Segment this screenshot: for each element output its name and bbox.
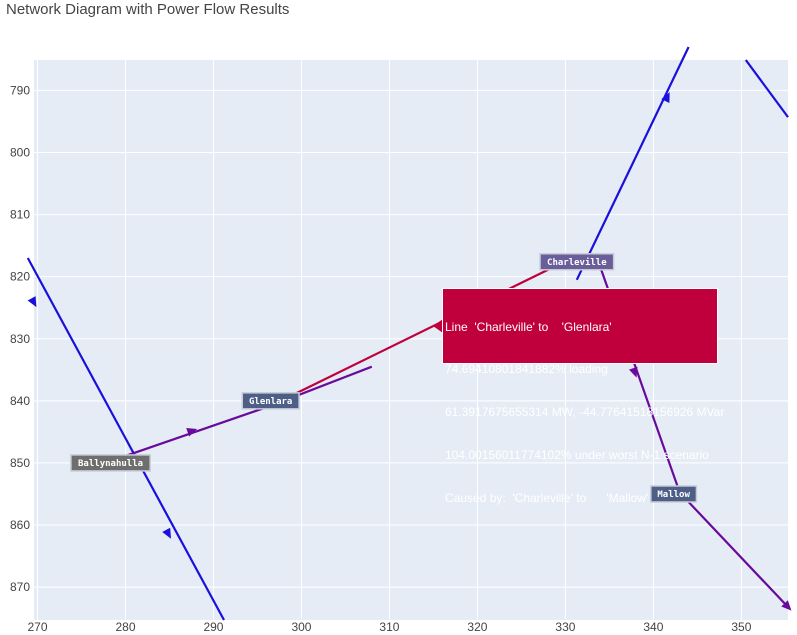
x-tick-label: 340 (643, 620, 663, 634)
x-axis: 270 280 290 300 310 320 330 340 350 (28, 620, 752, 634)
bus-nodes[interactable]: Ballynahulla Glenlara Charleville Mallow (70, 253, 698, 503)
y-tick-label: 820 (10, 270, 30, 284)
y-tick-label: 790 (10, 83, 30, 97)
flow-arrow-icon (162, 527, 171, 539)
x-tick-label: 300 (291, 620, 311, 634)
flow-arrow-icon (27, 296, 37, 308)
x-tick-label: 270 (28, 620, 48, 634)
flow-arrow-icon (781, 600, 792, 611)
node-box (539, 253, 615, 271)
y-tick-label: 850 (10, 456, 30, 470)
node-mallow[interactable]: Mallow (650, 485, 698, 503)
y-tick-label: 810 (10, 208, 30, 222)
x-tick-label: 320 (467, 620, 487, 634)
line-blue-top[interactable] (744, 59, 789, 118)
x-tick-label: 330 (555, 620, 575, 634)
y-tick-label: 830 (10, 332, 30, 346)
tooltip-line-n1: 104.00156011774102% under worst N-1 scen… (445, 448, 709, 463)
line-blue-left[interactable] (26, 257, 225, 621)
tooltip-line-loading: 74.69410801841882% loading (445, 362, 608, 377)
node-ballynahulla[interactable]: Ballynahulla (70, 454, 151, 472)
y-tick-label: 800 (10, 146, 30, 160)
node-label: Mallow (657, 490, 690, 500)
y-tick-label: 840 (10, 394, 30, 408)
node-label: Glenlara (249, 397, 292, 407)
flow-arrow-icon (661, 92, 670, 104)
x-tick-label: 290 (203, 620, 223, 634)
y-tick-label: 870 (10, 580, 30, 594)
tooltip-line-cause: Caused by: 'Charleville' to 'Mallow' (445, 491, 649, 506)
line-charleville-glenlara[interactable] (270, 254, 578, 407)
node-box (650, 485, 698, 503)
flow-arrow-icon (186, 427, 198, 437)
node-box (70, 454, 151, 472)
node-box (241, 392, 300, 410)
page-title: Network Diagram with Power Flow Results (6, 1, 290, 18)
x-tick-label: 310 (379, 620, 399, 634)
line-blue-right[interactable] (575, 46, 690, 281)
tooltip-arrow (433, 319, 443, 333)
node-label: Charleville (547, 257, 607, 268)
node-charleville[interactable]: Charleville (539, 253, 615, 271)
tooltip-line-flow: 61.3917675655314 MW, -44.77641518156926 … (445, 405, 725, 420)
y-axis: 790 800 810 820 830 840 850 860 870 (10, 83, 30, 594)
node-label: Ballynahulla (78, 459, 143, 469)
node-glenlara[interactable]: Glenlara (241, 392, 300, 410)
flow-arrow-icon (628, 366, 638, 378)
y-tick-label: 860 (10, 518, 30, 532)
tooltip-line-branch: Line 'Charleville' to 'Glenlara' (445, 319, 612, 334)
x-tick-label: 350 (731, 620, 751, 634)
x-tick-label: 280 (115, 620, 135, 634)
hover-tooltip: Line 'Charleville' to 'Glenlara' 74.6941… (442, 288, 724, 505)
